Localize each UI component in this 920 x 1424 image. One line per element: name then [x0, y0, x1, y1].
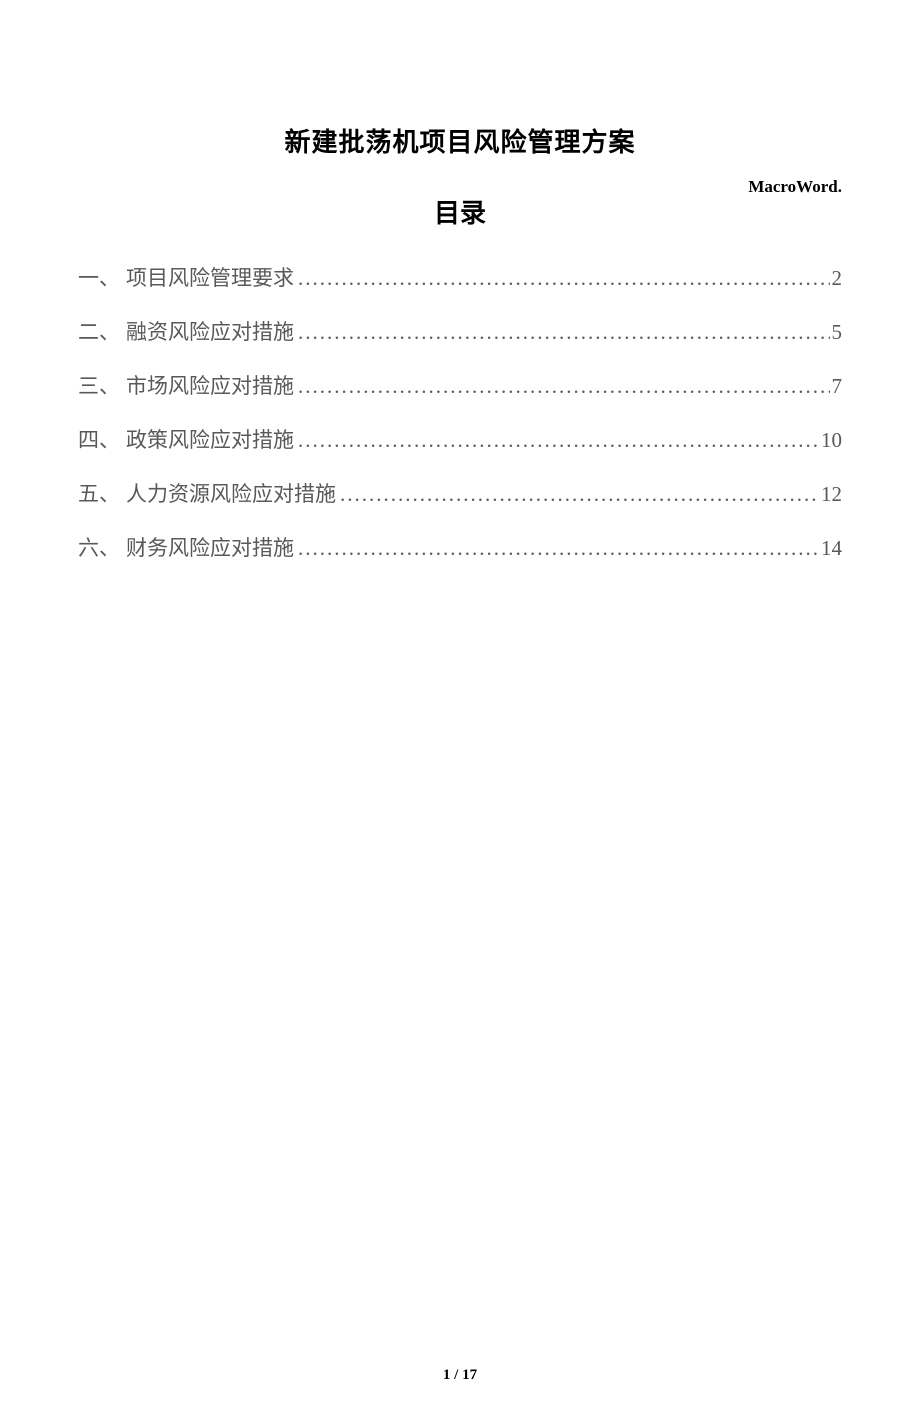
- toc-entry-number: 三、: [78, 370, 120, 400]
- header-brand: MacroWord.: [748, 177, 842, 197]
- toc-entry-page: 14: [821, 536, 842, 561]
- toc-entry[interactable]: 五、 人力资源风险应对措施 ..........................…: [78, 478, 842, 504]
- toc-entry-number: 四、: [78, 424, 120, 454]
- toc-entry-label: 融资风险应对措施: [126, 316, 294, 346]
- toc-entry-label: 财务风险应对措施: [126, 532, 294, 562]
- toc-entry-label: 人力资源风险应对措施: [126, 478, 336, 508]
- toc-entry-label: 市场风险应对措施: [126, 370, 294, 400]
- toc-entry[interactable]: 四、 政策风险应对措施 ............................…: [78, 424, 842, 450]
- toc-entry-page: 12: [821, 482, 842, 507]
- document-title: 新建批荡机项目风险管理方案: [0, 122, 920, 159]
- toc-leader-dots: ........................................…: [298, 374, 830, 399]
- toc-entry[interactable]: 三、 市场风险应对措施 ............................…: [78, 370, 842, 396]
- toc-entry-page: 7: [832, 374, 843, 399]
- toc-heading: 目录: [0, 193, 920, 230]
- toc-entry[interactable]: 一、 项目风险管理要求 ............................…: [78, 262, 842, 288]
- table-of-contents: 一、 项目风险管理要求 ............................…: [0, 262, 920, 558]
- toc-entry-number: 二、: [78, 316, 120, 346]
- toc-entry-page: 5: [832, 320, 843, 345]
- toc-entry-page: 2: [832, 266, 843, 291]
- toc-entry[interactable]: 六、 财务风险应对措施 ............................…: [78, 532, 842, 558]
- toc-entry-page: 10: [821, 428, 842, 453]
- toc-entry-number: 六、: [78, 532, 120, 562]
- toc-leader-dots: ........................................…: [298, 536, 819, 561]
- toc-entry-number: 五、: [78, 478, 120, 508]
- toc-leader-dots: ........................................…: [298, 428, 819, 453]
- toc-leader-dots: ........................................…: [298, 320, 830, 345]
- toc-leader-dots: ........................................…: [340, 482, 819, 507]
- toc-entry-label: 政策风险应对措施: [126, 424, 294, 454]
- toc-entry[interactable]: 二、 融资风险应对措施 ............................…: [78, 316, 842, 342]
- toc-entry-label: 项目风险管理要求: [126, 262, 294, 292]
- toc-leader-dots: ........................................…: [298, 266, 830, 291]
- page-footer: 1 / 17: [0, 1367, 920, 1384]
- toc-entry-number: 一、: [78, 262, 120, 292]
